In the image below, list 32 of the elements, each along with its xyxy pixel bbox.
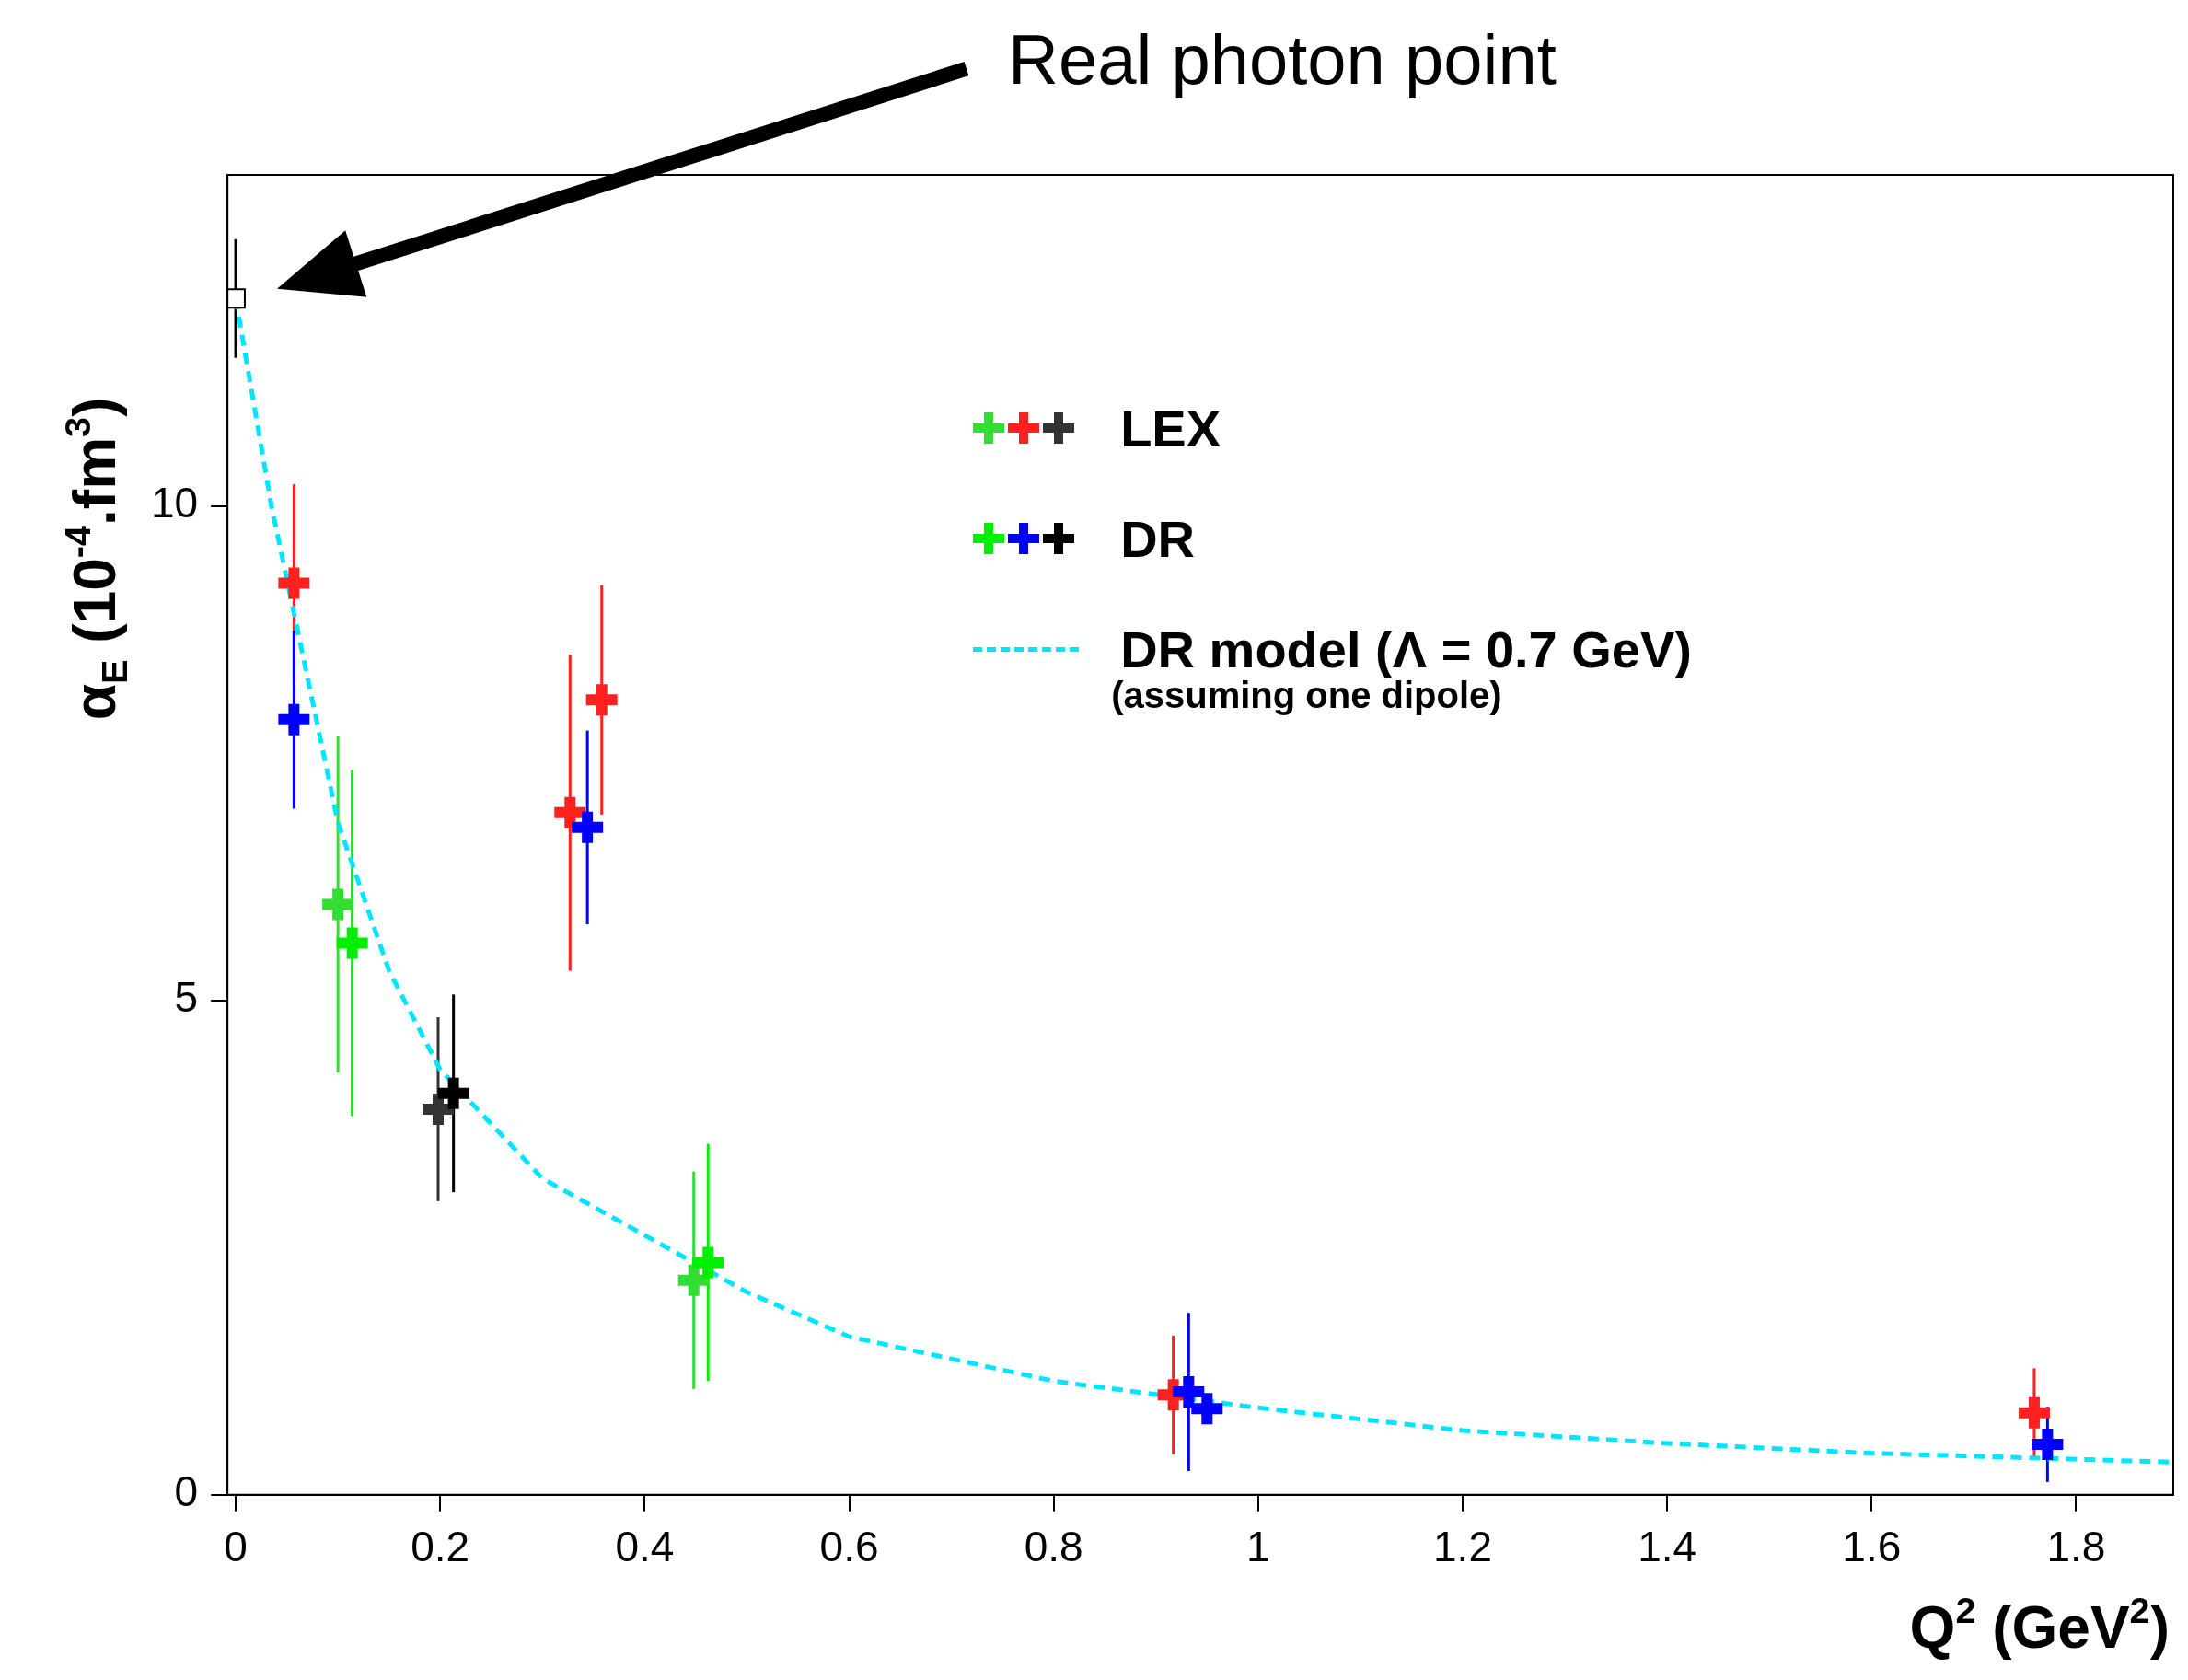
point (554, 796, 586, 828)
x-tick-label: 1.4 (1638, 1523, 1697, 1571)
x-tick-label: 1.2 (1433, 1523, 1492, 1571)
legend-label: LEX (1120, 398, 1221, 458)
text: Real photon point (1008, 19, 1557, 98)
point (278, 703, 310, 736)
x-tick-label: 0.4 (615, 1523, 675, 1571)
point (2018, 1396, 2050, 1429)
x-tick-label: 0.8 (1024, 1523, 1083, 1571)
point (278, 567, 310, 599)
legend-label: DR (1120, 508, 1196, 569)
point (2032, 1429, 2064, 1461)
point (437, 1077, 469, 1109)
point (585, 684, 618, 716)
x-tick-label: 1.8 (2046, 1523, 2106, 1571)
point (1191, 1393, 1223, 1425)
point (692, 1246, 724, 1279)
y-tick-label: 0 (174, 1467, 199, 1516)
x-tick-label: 0.2 (411, 1523, 470, 1571)
point (322, 888, 354, 921)
y-tick-label: 10 (150, 479, 199, 527)
y-tick-label: 5 (174, 973, 199, 1022)
point (336, 927, 368, 959)
x-tick-label: 0 (224, 1523, 248, 1571)
point (227, 288, 246, 309)
point (572, 811, 604, 843)
y-axis-title: αE (10-4.fm3) (57, 397, 134, 721)
point (1173, 1376, 1205, 1408)
x-tick-label: 1.6 (1842, 1523, 1902, 1571)
point (677, 1264, 710, 1296)
x-tick-label: 0.6 (819, 1523, 879, 1571)
x-tick-label: 1 (1246, 1523, 1270, 1571)
